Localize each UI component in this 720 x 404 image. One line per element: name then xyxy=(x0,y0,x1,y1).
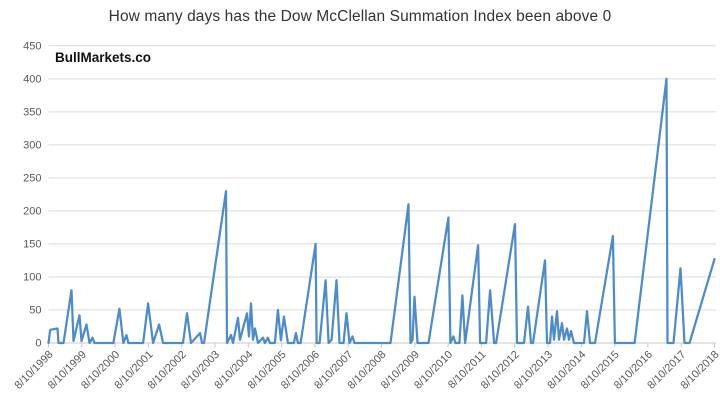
y-tick-label: 450 xyxy=(23,40,41,52)
y-tick-label: 250 xyxy=(23,172,41,184)
y-tick-label: 0 xyxy=(35,338,41,350)
series-line xyxy=(47,77,716,345)
y-tick-label: 100 xyxy=(23,271,41,283)
y-tick-label: 200 xyxy=(23,205,41,217)
y-tick-label: 400 xyxy=(23,73,41,85)
y-tick-label: 50 xyxy=(29,304,41,316)
chart-title: How many days has the Dow McClellan Summ… xyxy=(108,8,612,25)
y-tick-label: 300 xyxy=(23,139,41,151)
watermark-text: BullMarkets.co xyxy=(55,50,152,65)
y-tick-label: 150 xyxy=(23,238,41,250)
y-tick-label: 350 xyxy=(23,106,41,118)
